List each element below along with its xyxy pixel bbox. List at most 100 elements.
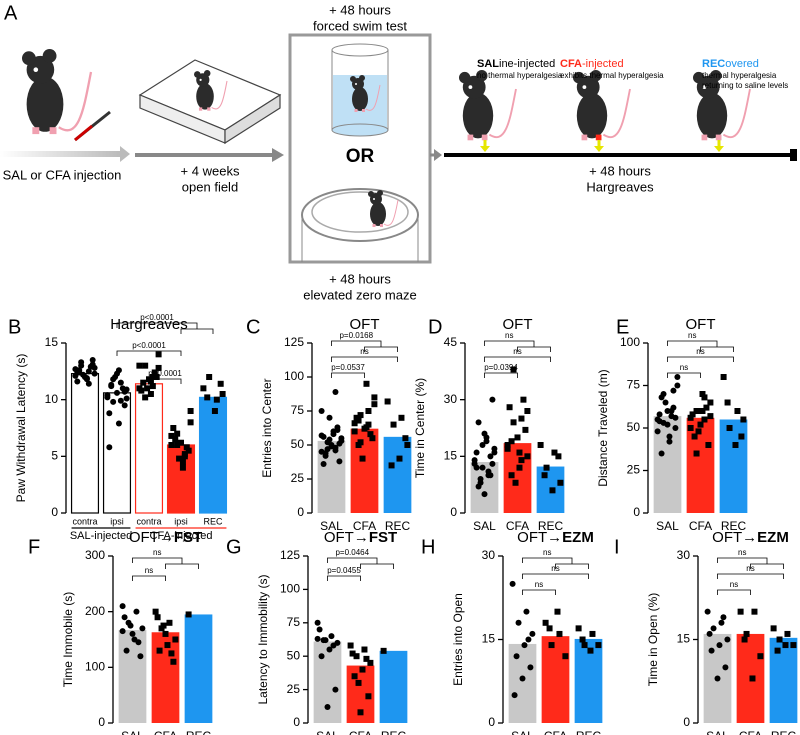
- data-point: [390, 421, 397, 428]
- data-point: [332, 686, 339, 693]
- mouse-paw: [372, 224, 376, 227]
- data-point: [174, 442, 181, 448]
- y-tick-label: 0: [98, 715, 105, 729]
- sig-bracket: [522, 589, 556, 595]
- data-point: [211, 408, 218, 414]
- y-tick-label: 25: [287, 682, 301, 696]
- data-point: [520, 396, 527, 403]
- data-point: [720, 374, 727, 380]
- data-point: [367, 431, 374, 438]
- data-point: [322, 450, 329, 457]
- data-point: [508, 472, 515, 479]
- data-point: [483, 438, 490, 445]
- y-tick-label: 100: [284, 369, 304, 383]
- data-point: [516, 464, 523, 471]
- data-point: [316, 626, 323, 633]
- sig-label: ns: [145, 566, 153, 575]
- x-tick-label: SAL: [706, 729, 729, 735]
- mouse-body: [696, 92, 728, 139]
- x-tick-label: SAL: [320, 519, 343, 533]
- group-header-bold: CFA: [560, 58, 582, 70]
- sig-label: ns: [746, 564, 754, 573]
- group-header-bold: REC: [702, 58, 725, 70]
- mouse-body: [576, 92, 608, 139]
- data-point: [707, 413, 714, 420]
- bar: [313, 641, 342, 723]
- data-point: [589, 630, 596, 637]
- data-point: [724, 399, 731, 406]
- step-time: + 4 weeks: [181, 163, 240, 178]
- data-point: [359, 455, 366, 462]
- data-point: [741, 636, 748, 643]
- data-point: [322, 637, 329, 644]
- data-point: [549, 487, 556, 494]
- data-point: [185, 611, 192, 618]
- data-point: [666, 438, 673, 445]
- y-tick-label: 0: [51, 505, 58, 519]
- data-point: [707, 399, 714, 406]
- data-point: [129, 630, 136, 637]
- data-point: [365, 408, 372, 414]
- data-point: [743, 630, 750, 637]
- sig-bracket: [327, 557, 394, 569]
- sig-bracket: [132, 557, 199, 569]
- data-point: [546, 625, 553, 632]
- data-point: [181, 451, 188, 458]
- data-point: [693, 450, 700, 457]
- data-point: [85, 380, 92, 387]
- bar: [198, 396, 228, 514]
- data-point: [106, 444, 113, 451]
- mouse-ear: [693, 71, 705, 84]
- mouse-ear: [368, 191, 374, 197]
- data-point: [89, 361, 96, 368]
- mouse-tail: [211, 80, 228, 110]
- x-tick-label: CFA: [689, 519, 712, 533]
- mouse-paw: [595, 134, 602, 141]
- data-point: [121, 614, 128, 621]
- zero-maze-inner: [311, 191, 409, 233]
- data-point: [487, 472, 494, 479]
- data-point: [371, 394, 378, 401]
- mouse-paw: [481, 134, 488, 141]
- y-tick-label: 0: [683, 715, 690, 729]
- group-label: CFA-injected: [150, 530, 213, 542]
- data-point: [162, 630, 169, 637]
- data-point: [355, 417, 362, 424]
- y-tick-label: 10: [45, 392, 59, 406]
- data-point: [353, 653, 360, 660]
- data-point: [117, 397, 124, 404]
- data-point: [524, 408, 531, 414]
- chart-title-text: Hargreaves: [110, 316, 188, 333]
- mouse-ear: [573, 71, 585, 84]
- data-point: [347, 642, 354, 649]
- data-point: [217, 380, 224, 387]
- bar: [70, 373, 100, 514]
- data-point: [174, 430, 181, 437]
- data-point: [314, 619, 321, 626]
- data-point: [106, 410, 113, 417]
- arrow-head: [272, 148, 284, 162]
- data-point: [219, 391, 226, 397]
- chart-title: OFT→FST: [129, 529, 202, 546]
- data-point: [127, 622, 134, 629]
- step-label: SAL or CFA injection: [3, 167, 122, 182]
- chart-title-emphasis: FST: [369, 529, 397, 546]
- sig-bracket: [331, 356, 398, 362]
- data-point: [487, 453, 494, 460]
- chart-title: OFT→EZM: [517, 529, 594, 546]
- chart-title-text: OFT→: [712, 529, 757, 546]
- data-point: [504, 445, 511, 452]
- y-tick-label: 100: [85, 660, 105, 674]
- data-point: [504, 442, 511, 448]
- sig-bracket: [522, 573, 589, 579]
- sig-label: ns: [153, 548, 161, 557]
- sig-label: p=0.0394: [484, 363, 518, 372]
- mouse-tail: [602, 88, 631, 138]
- data-point: [332, 447, 339, 454]
- sig-label: p<0.0001: [140, 313, 174, 322]
- cylinder-top: [331, 43, 389, 57]
- data-point: [361, 646, 368, 653]
- data-point: [363, 380, 370, 387]
- data-point: [658, 450, 665, 457]
